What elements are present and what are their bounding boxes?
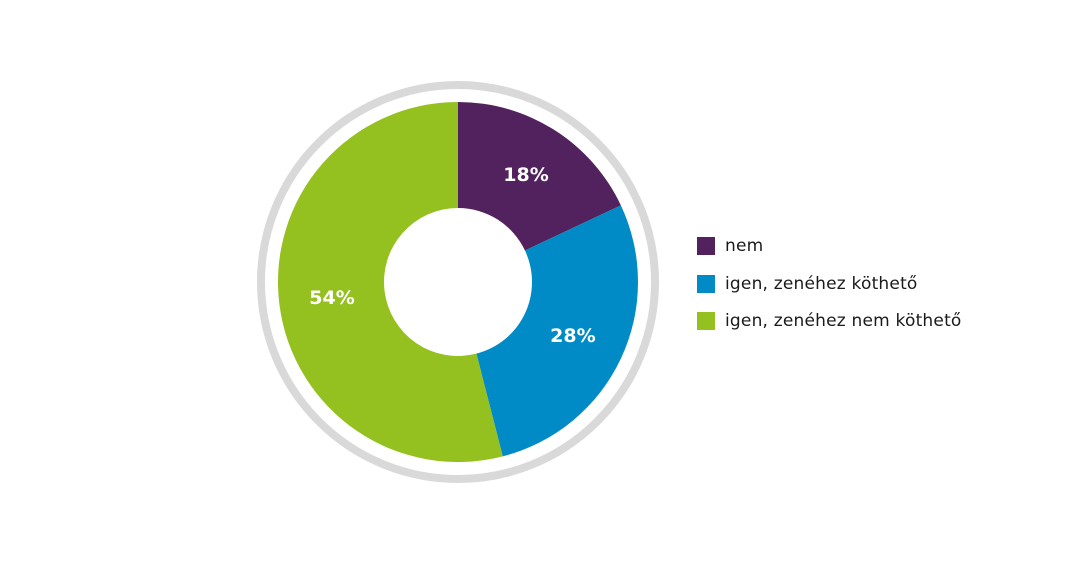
slice-labels-group: 18% 28% 54% [309, 164, 595, 347]
slice-nem [458, 102, 621, 251]
slice-igen-zenehez-nem-kotheto [278, 102, 503, 462]
legend-swatch-igen-zenehez-nem-kotheto [697, 312, 715, 330]
outer-ring [257, 81, 659, 483]
legend-swatch-nem [697, 237, 715, 255]
legend-item-igen-zenehez-kotheto: igen, zenéhez köthető [697, 274, 962, 294]
legend-item-igen-zenehez-nem-kotheto: igen, zenéhez nem köthető [697, 311, 962, 331]
legend-label-igen-zenehez-kotheto: igen, zenéhez köthető [725, 273, 918, 294]
legend-swatch-igen-zenehez-kotheto [697, 274, 715, 293]
slice-value-label-igen-zenehez-kotheto: 28% [550, 325, 595, 347]
legend: nem igen, zenéhez köthető igen, zenéhez … [697, 236, 962, 349]
slice-value-label-nem: 18% [503, 164, 548, 186]
legend-label-igen-zenehez-nem-kotheto: igen, zenéhez nem köthető [725, 311, 962, 331]
slices-group [278, 102, 639, 462]
legend-label-nem: nem [725, 236, 764, 256]
slice-igen-zenehez-kotheto [476, 205, 639, 457]
legend-item-nem: nem [697, 236, 962, 256]
slice-value-label-igen-zenehez-nem-kotheto: 54% [309, 287, 354, 309]
